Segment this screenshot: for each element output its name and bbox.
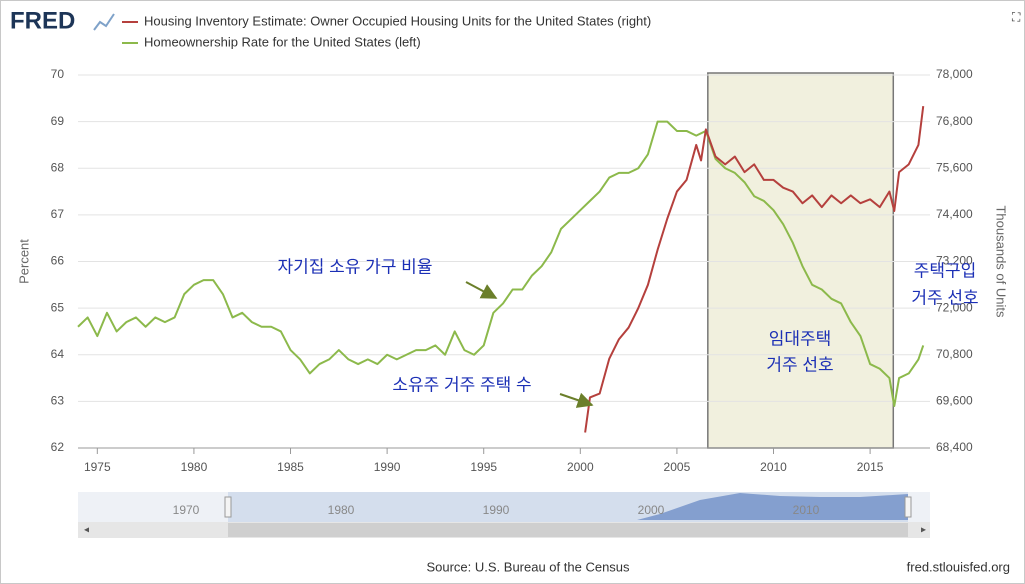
series-line bbox=[584, 105, 925, 433]
y-axis-label: Percent bbox=[16, 239, 31, 284]
legend: Housing Inventory Estimate: Owner Occupi… bbox=[122, 13, 651, 49]
x-tick-label: 2000 bbox=[567, 460, 594, 474]
x-tick-label: 2005 bbox=[664, 460, 691, 474]
y-tick-label: 67 bbox=[51, 207, 65, 221]
y2-tick-label: 76,800 bbox=[936, 114, 973, 128]
annotation: 거주 선호 bbox=[911, 288, 978, 307]
navigator-tick: 1990 bbox=[483, 503, 510, 517]
logo-icon bbox=[93, 13, 115, 31]
y-tick-label: 65 bbox=[51, 300, 65, 314]
x-tick-label: 1985 bbox=[277, 460, 304, 474]
scroll-right[interactable]: ▸ bbox=[921, 525, 926, 536]
fullscreen-icon[interactable]: ⛶ bbox=[1011, 10, 1021, 24]
y-tick-label: 62 bbox=[51, 440, 65, 454]
navigator-preview bbox=[637, 493, 908, 520]
y2-tick-label: 74,400 bbox=[936, 207, 973, 221]
annotation: 임대주택 bbox=[769, 329, 832, 348]
navigator-tick: 2010 bbox=[793, 503, 820, 517]
annotation: 거주 선호 bbox=[766, 355, 833, 374]
y2-tick-label: 72,000 bbox=[936, 300, 973, 314]
annotation-arrow bbox=[559, 392, 594, 408]
x-tick-label: 1980 bbox=[181, 460, 208, 474]
y-tick-label: 68 bbox=[51, 160, 65, 174]
navigator-handle[interactable] bbox=[224, 496, 232, 518]
url: fred.stlouisfed.org bbox=[907, 559, 1010, 574]
x-tick-label: 2010 bbox=[760, 460, 787, 474]
scroll-left[interactable]: ◂ bbox=[84, 525, 89, 536]
logo: FRED bbox=[10, 7, 75, 34]
y-tick-label: 70 bbox=[51, 67, 65, 81]
x-tick-label: 1975 bbox=[84, 460, 111, 474]
legend-label: Housing Inventory Estimate: Owner Occupi… bbox=[144, 13, 651, 28]
y2-tick-label: 69,600 bbox=[936, 394, 973, 408]
navigator-tick: 2000 bbox=[638, 503, 665, 517]
scrollbar-thumb[interactable] bbox=[228, 523, 908, 537]
y-tick-label: 69 bbox=[51, 114, 65, 128]
y2-tick-label: 75,600 bbox=[936, 160, 973, 174]
y-tick-label: 63 bbox=[51, 394, 65, 408]
annotation-arrow bbox=[465, 281, 498, 299]
legend-label: Homeownership Rate for the United States… bbox=[144, 34, 421, 49]
x-tick-label: 1995 bbox=[470, 460, 497, 474]
y2-tick-label: 68,400 bbox=[936, 440, 973, 454]
x-tick-label: 1990 bbox=[374, 460, 401, 474]
source: Source: U.S. Bureau of the Census bbox=[426, 559, 630, 574]
y2-tick-label: 73,200 bbox=[936, 254, 973, 268]
navigator-tick: 1980 bbox=[328, 503, 355, 517]
y2-tick-label: 70,800 bbox=[936, 347, 973, 361]
plot: 62 63 64 65 66 67 68 69 70 68,400 69,600 70,800 72,0… bbox=[16, 67, 1008, 474]
series-line bbox=[77, 120, 925, 408]
annotation: 주택구입 bbox=[914, 261, 977, 280]
y-tick-label: 66 bbox=[51, 254, 65, 268]
y2-tick-label: 78,000 bbox=[936, 67, 973, 81]
y2-axis-label: Thousands of Units bbox=[994, 205, 1009, 318]
x-tick-label: 2015 bbox=[857, 460, 884, 474]
annotation: 소유주 거주 주택 수 bbox=[392, 375, 531, 394]
navigator-tick: 1970 bbox=[173, 503, 200, 517]
navigator-handle[interactable] bbox=[904, 496, 912, 518]
annotation: 자기집 소유 가구 비율 bbox=[278, 257, 433, 276]
y-tick-label: 64 bbox=[51, 347, 65, 361]
